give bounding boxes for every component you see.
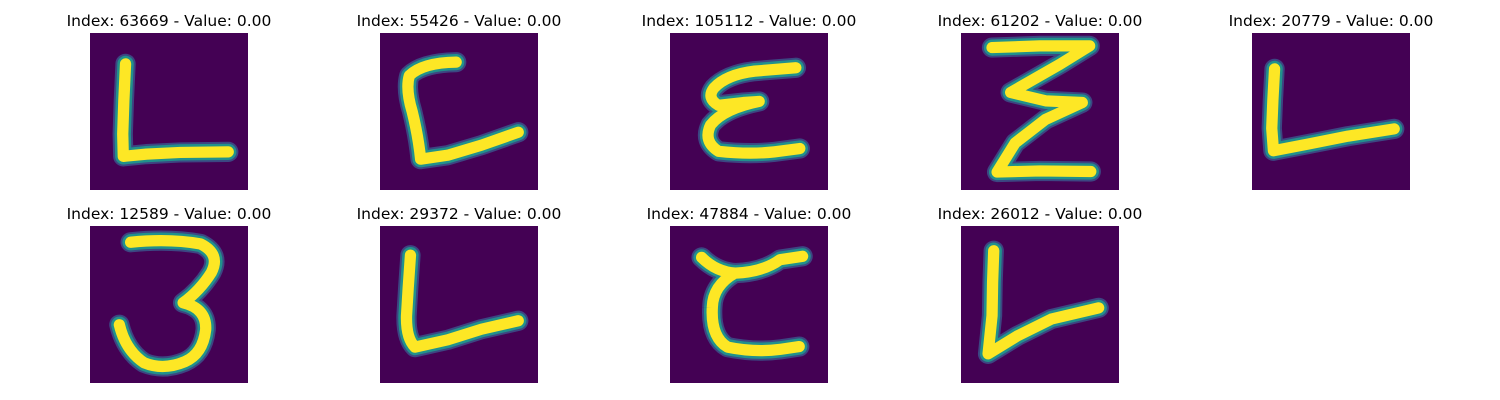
panel-title: Index: 63669 - Value: 0.00 [66,12,272,30]
image-panel-3: Index: 105112 - Value: 0.00 [639,11,859,201]
digit-image [380,226,538,383]
digit-image [90,33,248,190]
digit-image [961,226,1119,383]
image-panel-2: Index: 55426 - Value: 0.00 [349,11,569,201]
digit-image [90,226,248,383]
digit-image [961,33,1119,190]
panel-title: Index: 26012 - Value: 0.00 [937,205,1143,223]
panel-title: Index: 55426 - Value: 0.00 [356,12,562,30]
panel-title: Index: 29372 - Value: 0.00 [356,205,562,223]
image-panel-9: Index: 26012 - Value: 0.00 [930,204,1150,394]
image-panel-6: Index: 12589 - Value: 0.00 [59,204,279,394]
panel-title: Index: 47884 - Value: 0.00 [646,205,852,223]
panel-title: Index: 61202 - Value: 0.00 [937,12,1143,30]
image-panel-4: Index: 61202 - Value: 0.00 [930,11,1150,201]
digit-image [1252,33,1410,190]
digit-image [380,33,538,190]
digit-image [670,33,828,190]
image-panel-7: Index: 29372 - Value: 0.00 [349,204,569,394]
image-panel-1: Index: 63669 - Value: 0.00 [59,11,279,201]
panel-title: Index: 20779 - Value: 0.00 [1228,12,1434,30]
image-panel-8: Index: 47884 - Value: 0.00 [639,204,859,394]
image-panel-5: Index: 20779 - Value: 0.00 [1221,11,1441,201]
digit-image [670,226,828,383]
panel-title: Index: 12589 - Value: 0.00 [66,205,272,223]
panel-title: Index: 105112 - Value: 0.00 [641,12,857,30]
